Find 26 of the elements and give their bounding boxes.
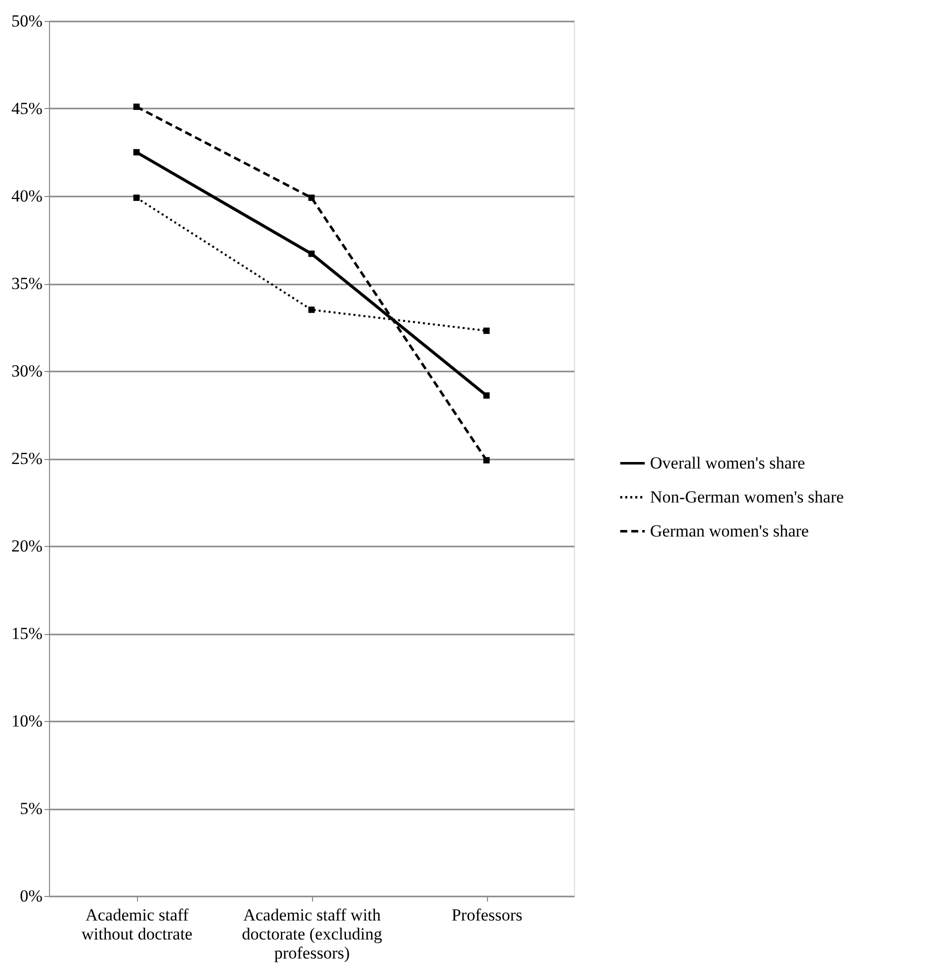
- y-tick-label: 35%: [11, 274, 42, 293]
- point: [308, 306, 315, 313]
- y-tick-label: 10%: [11, 712, 42, 730]
- y-tick-label: 45%: [11, 99, 42, 118]
- point: [308, 194, 315, 201]
- y-tick-label: 30%: [11, 362, 42, 380]
- point: [133, 149, 140, 156]
- point: [483, 392, 490, 399]
- point: [308, 250, 315, 257]
- legend-label: Overall women's share: [650, 453, 806, 472]
- y-tick-label: 40%: [11, 186, 42, 206]
- y-tick-label: 50%: [11, 12, 42, 30]
- y-tick-label: 25%: [11, 449, 42, 468]
- y-tick-label: 0%: [20, 886, 42, 906]
- point: [133, 194, 140, 201]
- point: [133, 104, 140, 110]
- x-tick-label: Professors: [452, 906, 522, 924]
- y-tick-label: 15%: [11, 624, 42, 643]
- x-tick-label: Academic staff without doctrate: [82, 906, 192, 944]
- legend-label: German women's share: [650, 521, 809, 540]
- point: [483, 457, 490, 464]
- y-tick-label: 20%: [11, 536, 42, 556]
- x-tick-label: Academic staff with doctorate (excluding professors): [242, 906, 383, 962]
- y-tick-label: 5%: [20, 799, 42, 818]
- legend-label: Non-German women's share: [650, 487, 844, 506]
- point: [483, 328, 490, 334]
